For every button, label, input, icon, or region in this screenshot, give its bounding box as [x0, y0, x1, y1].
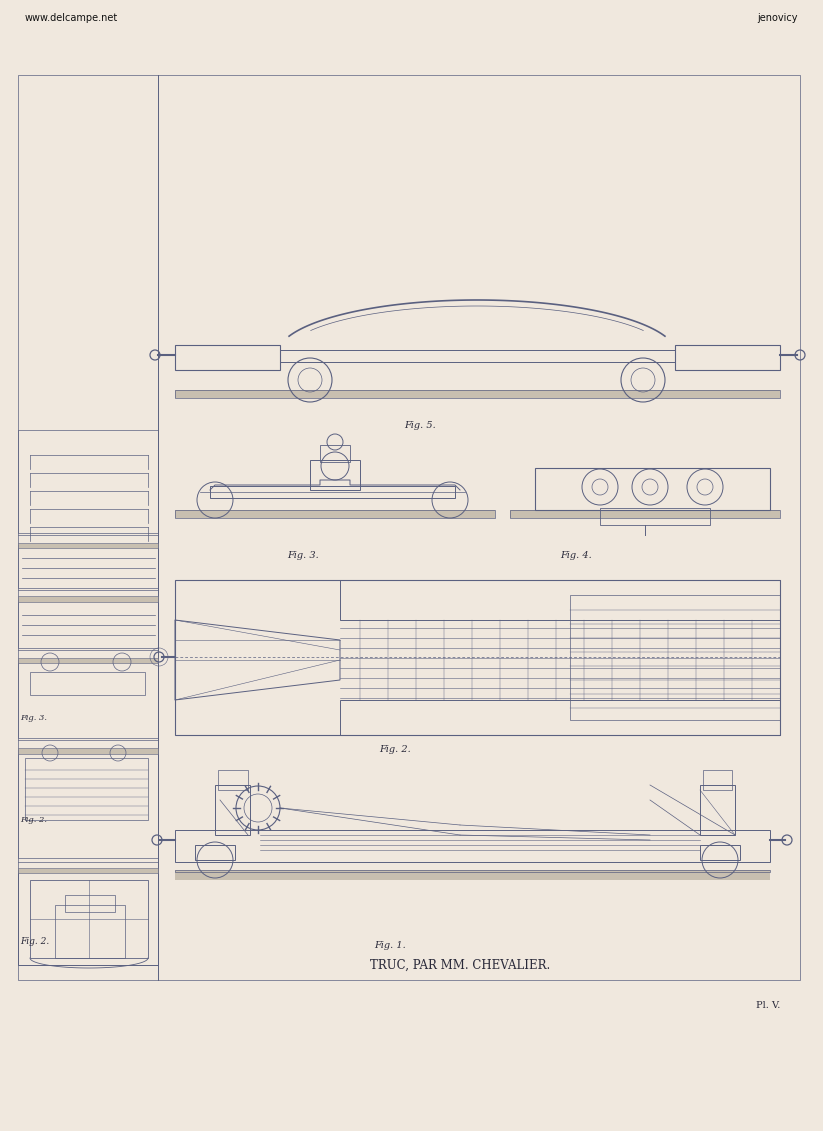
- Bar: [18, 658, 158, 663]
- Text: www.delcampe.net: www.delcampe.net: [25, 12, 119, 23]
- Bar: [600, 508, 710, 525]
- Text: Fig. 2.: Fig. 2.: [379, 745, 411, 754]
- Bar: [175, 510, 495, 518]
- Bar: [18, 75, 800, 979]
- Bar: [30, 672, 145, 696]
- Bar: [700, 785, 735, 835]
- Bar: [703, 770, 732, 789]
- Bar: [18, 430, 158, 533]
- Bar: [175, 830, 770, 862]
- Bar: [55, 905, 125, 958]
- Bar: [175, 390, 780, 398]
- Bar: [215, 785, 250, 835]
- Text: TRUC, PAR MM. CHEVALIER.: TRUC, PAR MM. CHEVALIER.: [370, 958, 550, 972]
- Bar: [340, 700, 780, 735]
- Bar: [175, 345, 280, 370]
- Text: Pl. V.: Pl. V.: [756, 1001, 780, 1010]
- Text: Fig. 1.: Fig. 1.: [374, 941, 406, 950]
- Bar: [195, 845, 235, 860]
- Bar: [320, 444, 350, 461]
- Bar: [175, 580, 780, 735]
- Bar: [18, 601, 158, 648]
- Text: Fig. 4.: Fig. 4.: [560, 552, 592, 561]
- Bar: [175, 510, 495, 518]
- Text: Fig. 2.: Fig. 2.: [20, 815, 47, 824]
- Bar: [675, 345, 780, 370]
- Bar: [18, 748, 158, 754]
- Text: Fig. 5.: Fig. 5.: [404, 421, 436, 430]
- Bar: [175, 870, 770, 880]
- Bar: [340, 580, 780, 620]
- Bar: [18, 596, 158, 602]
- Bar: [30, 880, 148, 958]
- Bar: [18, 543, 158, 549]
- Bar: [535, 468, 770, 510]
- Bar: [65, 895, 115, 912]
- Bar: [18, 870, 158, 965]
- Bar: [218, 770, 248, 789]
- Bar: [210, 486, 455, 498]
- Bar: [700, 845, 740, 860]
- Text: Fig. 3.: Fig. 3.: [287, 552, 319, 561]
- Bar: [570, 595, 780, 720]
- Bar: [175, 870, 770, 872]
- Bar: [18, 545, 158, 588]
- Bar: [510, 510, 780, 518]
- Bar: [310, 460, 360, 490]
- Bar: [18, 661, 158, 739]
- Text: jenovicy: jenovicy: [757, 12, 798, 23]
- Bar: [175, 390, 780, 398]
- Text: Fig. 2.: Fig. 2.: [20, 938, 49, 947]
- Bar: [18, 867, 158, 873]
- Bar: [18, 750, 158, 858]
- Text: Fig. 3.: Fig. 3.: [20, 714, 47, 722]
- Bar: [510, 510, 780, 518]
- Bar: [25, 758, 148, 820]
- Bar: [280, 349, 675, 362]
